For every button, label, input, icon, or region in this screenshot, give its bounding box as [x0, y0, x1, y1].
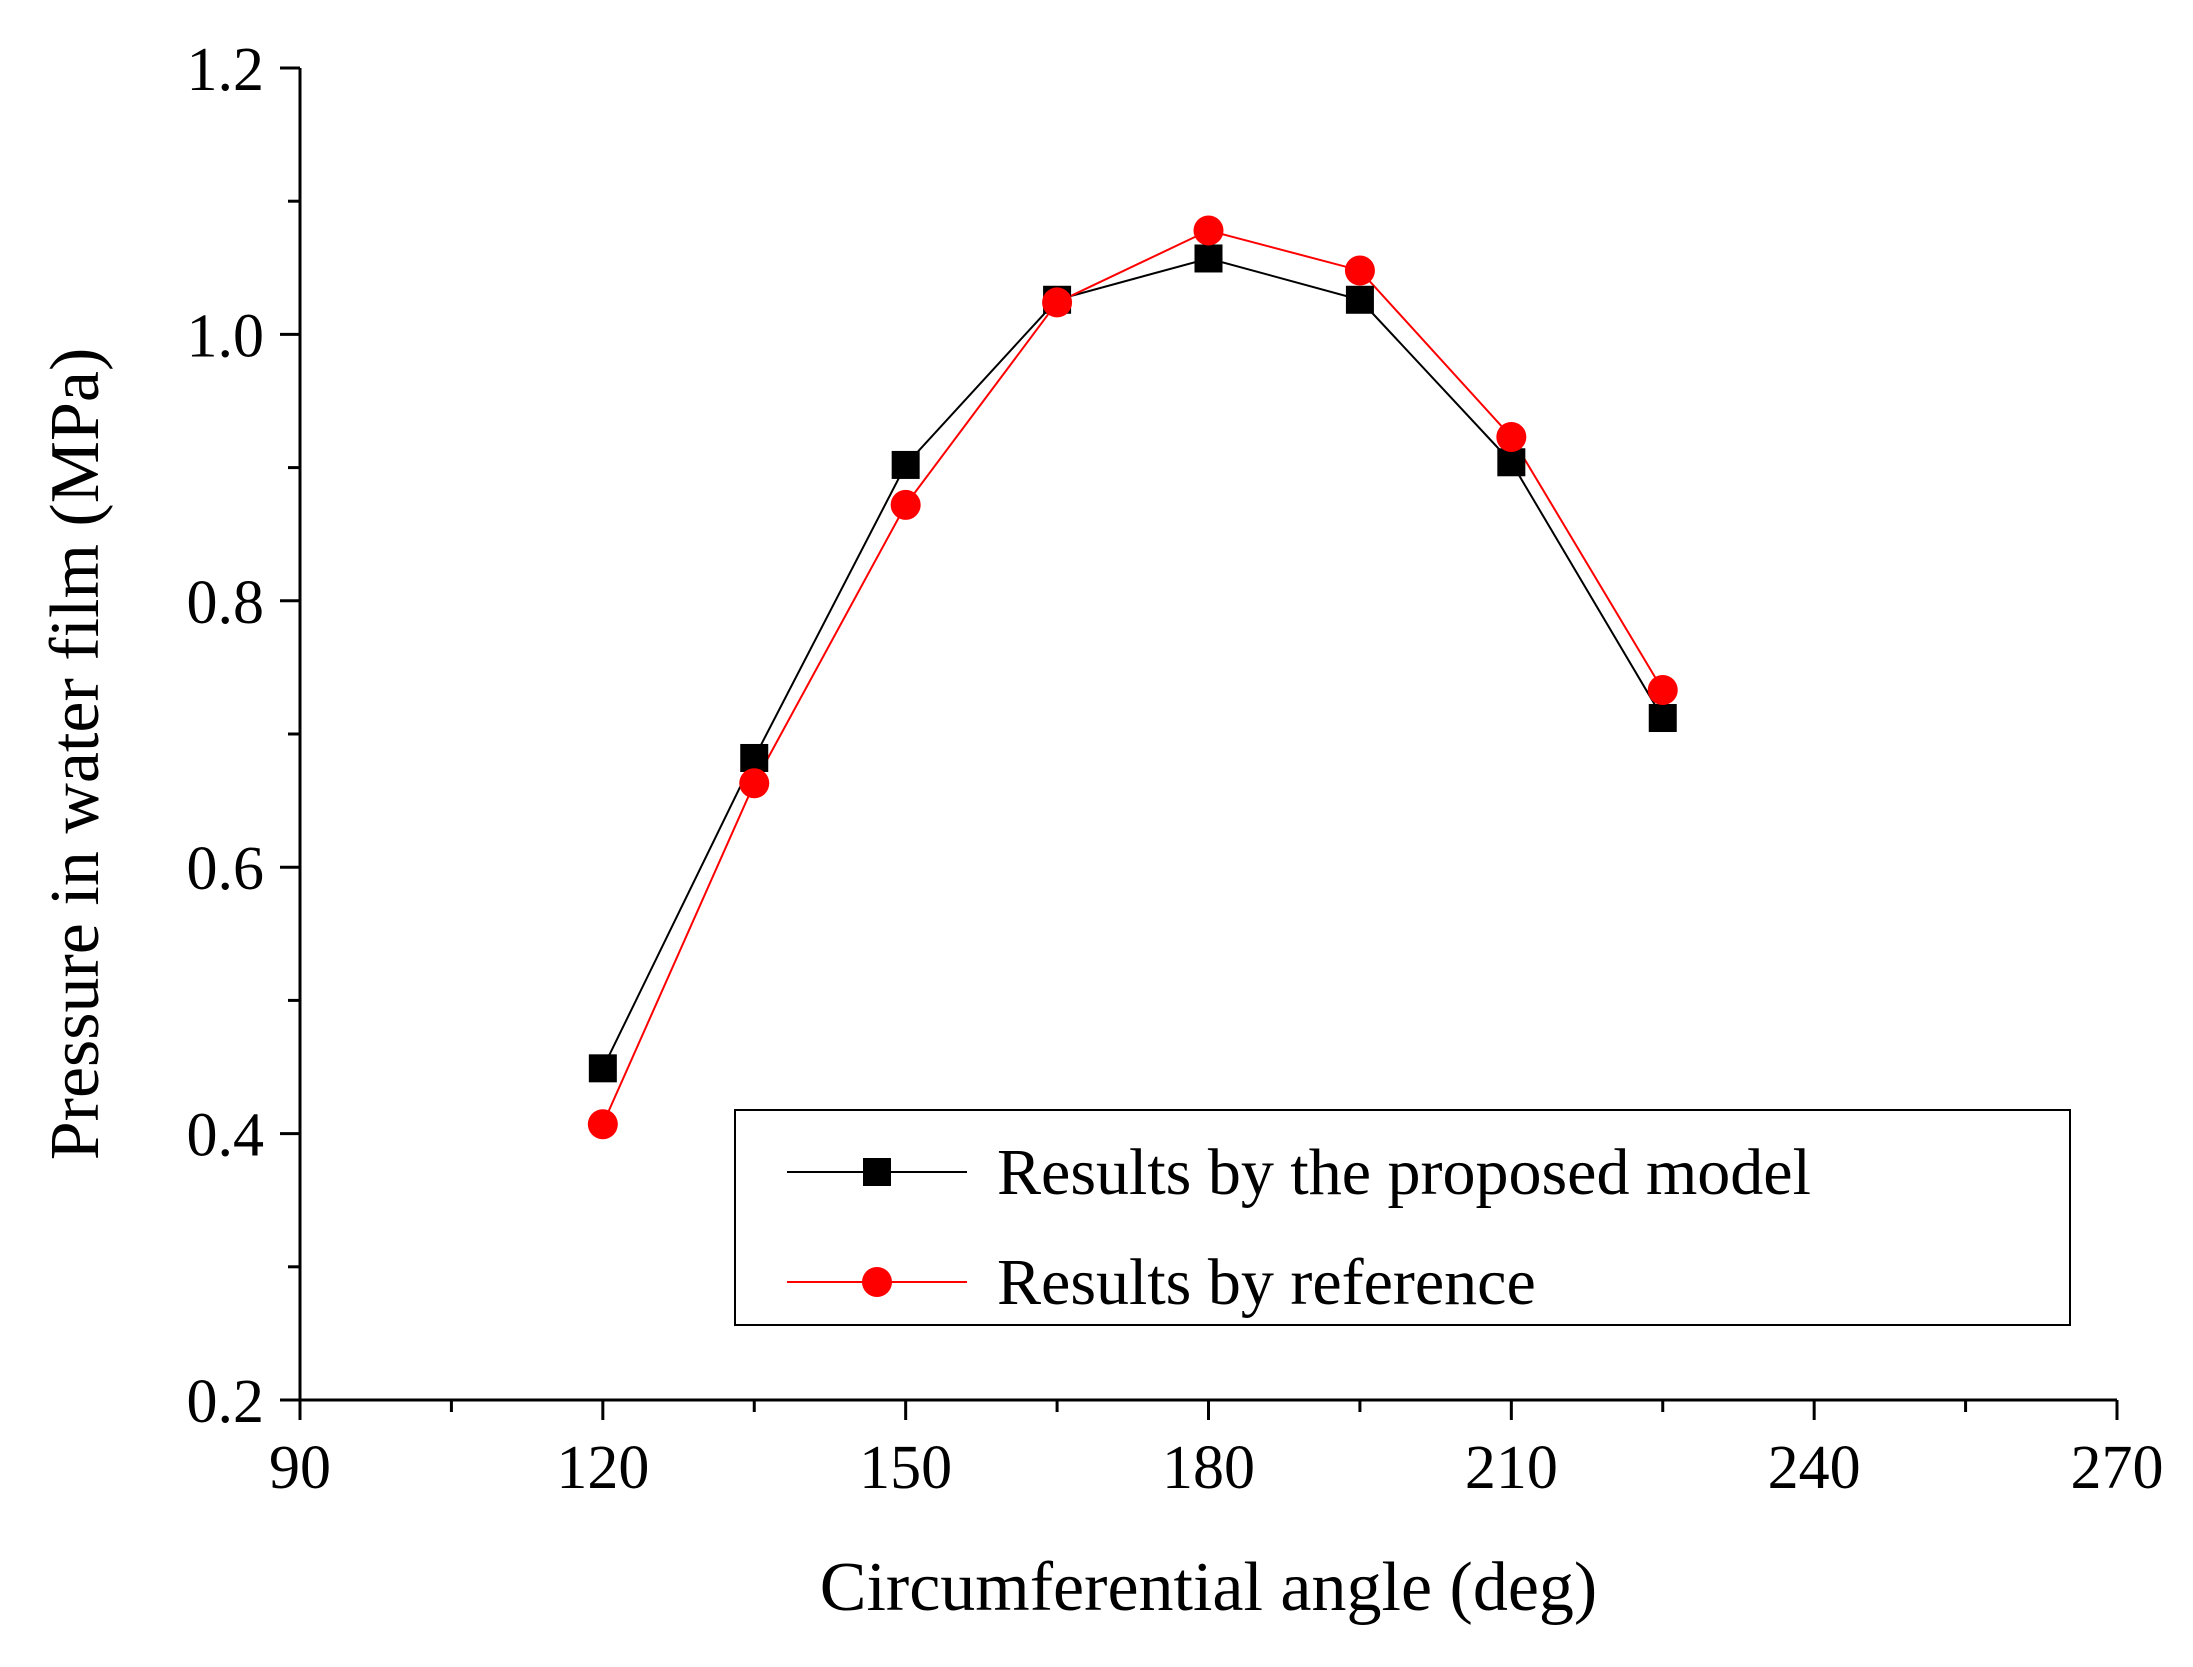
y-axis-ticks: 0.2 0.4 0.6 0.8 1.0 1.2	[187, 36, 300, 1436]
x-tick-label: 150	[859, 1434, 952, 1502]
y-tick-label: 0.8	[187, 569, 265, 637]
x-tick-label: 210	[1465, 1434, 1558, 1502]
x-tick-label: 270	[2071, 1434, 2164, 1502]
x-tick-label: 120	[556, 1434, 649, 1502]
series-layer	[587, 215, 1678, 1140]
y-tick-label: 1.0	[187, 302, 265, 370]
series-2-point	[1496, 421, 1527, 452]
series-1-point	[1648, 704, 1677, 733]
x-axis-ticks: 90 120 150 180 210 240 270	[269, 1400, 2164, 1502]
y-tick-label: 0.4	[187, 1102, 265, 1170]
legend-marker-1	[863, 1158, 891, 1186]
series-1-point	[891, 450, 920, 479]
series-1-point	[1194, 244, 1223, 273]
series-2-point	[587, 1109, 618, 1140]
series-2-point	[1647, 675, 1678, 706]
series-2-point	[739, 768, 770, 799]
legend-label-1: Results by the proposed model	[997, 1136, 1811, 1209]
y-tick-label: 1.2	[187, 36, 265, 104]
y-tick-label: 0.6	[187, 835, 265, 903]
x-tick-label: 180	[1162, 1434, 1255, 1502]
series-1-point	[1497, 448, 1526, 477]
y-axis-title: Pressure in water film (MPa)	[37, 348, 114, 1161]
series-2-point	[890, 489, 921, 520]
y-tick-label: 0.2	[187, 1368, 265, 1436]
legend-marker-2	[862, 1267, 892, 1297]
series-2-point	[1344, 255, 1375, 286]
legend-box	[734, 1109, 2071, 1326]
series-1-point	[1345, 285, 1374, 314]
x-axis-title: Circumferential angle (deg)	[820, 1549, 1597, 1626]
x-tick-label: 90	[269, 1434, 331, 1502]
series-2-point	[1193, 215, 1224, 246]
legend: Results by the proposed model Results by …	[734, 1109, 2071, 1326]
series-line-2	[601, 229, 1664, 1125]
legend-label-2: Results by reference	[997, 1246, 1536, 1319]
series-2-point	[1042, 287, 1073, 318]
series-1-point	[588, 1054, 617, 1083]
x-tick-label: 240	[1768, 1434, 1861, 1502]
series-1-point	[740, 743, 769, 772]
series-line-1	[601, 257, 1664, 1069]
